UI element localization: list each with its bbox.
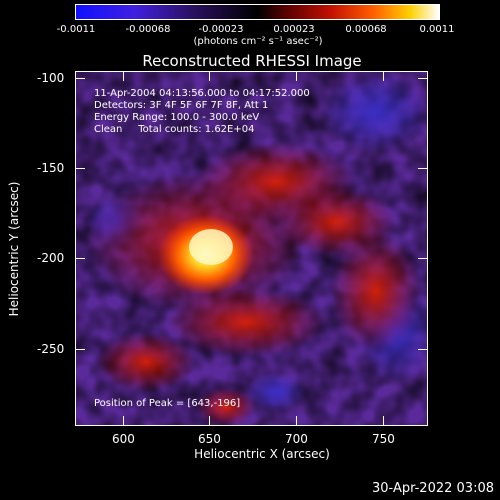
x-tick-mark [383,416,384,426]
rhessi-map [76,72,427,425]
y-tick-mark [418,258,428,259]
colorbar-tick-label: 0.0011 [419,24,455,35]
energy-range: Energy Range: 100.0 - 300.0 keV [94,112,260,123]
x-tick-label: 700 [285,432,308,446]
colorbar-tick-label: 0.00023 [273,24,315,35]
y-tick-label: -250 [37,342,65,356]
y-tick-mark [418,78,428,79]
x-tick-label: 650 [198,432,221,446]
x-tick-mark [123,71,124,81]
y-tick-mark [75,349,85,350]
y-axis-label: Heliocentric Y (arcsec) [7,181,21,317]
peak-position: Position of Peak = [643,-196] [94,398,241,409]
clean-total-counts: Clean Total counts: 1.62E+04 [94,124,255,135]
detectors-info: Detectors: 3F 4F 5F 6F 7F 8F, Att 1 [94,100,269,111]
colorbar-tick-label: -0.00068 [125,24,171,35]
y-tick-mark [418,168,428,169]
y-tick-mark [75,258,85,259]
x-tick-mark [383,71,384,81]
x-tick-label: 750 [372,432,395,446]
colorbar-tick-label: 0.00068 [345,24,387,35]
y-tick-mark [75,78,85,79]
x-axis-label: Heliocentric X (arcsec) [194,447,330,461]
timestamp: 30-Apr-2022 03:08 [372,481,494,496]
x-tick-mark [209,71,210,81]
x-tick-mark [209,416,210,426]
rhessi-image [75,71,428,426]
y-tick-mark [75,168,85,169]
plot-title: Reconstructed RHESSI Image [142,52,362,70]
x-tick-mark [123,416,124,426]
y-tick-label: -150 [37,161,65,175]
x-tick-label: 600 [112,432,135,446]
x-tick-mark [296,416,297,426]
y-tick-mark [418,349,428,350]
colorbar-tick-label: -0.0011 [56,24,96,35]
x-tick-mark [296,71,297,81]
observation-time: 11-Apr-2004 04:13:56.000 to 04:17:52.000 [94,88,310,99]
y-tick-label: -200 [37,251,65,265]
y-tick-label: -100 [37,71,65,85]
colorbar-units: (photons cm⁻² s⁻¹ asec⁻²) [193,36,323,47]
colorbar [75,4,440,20]
colorbar-gradient [76,5,439,19]
colorbar-tick-label: -0.00023 [198,24,244,35]
